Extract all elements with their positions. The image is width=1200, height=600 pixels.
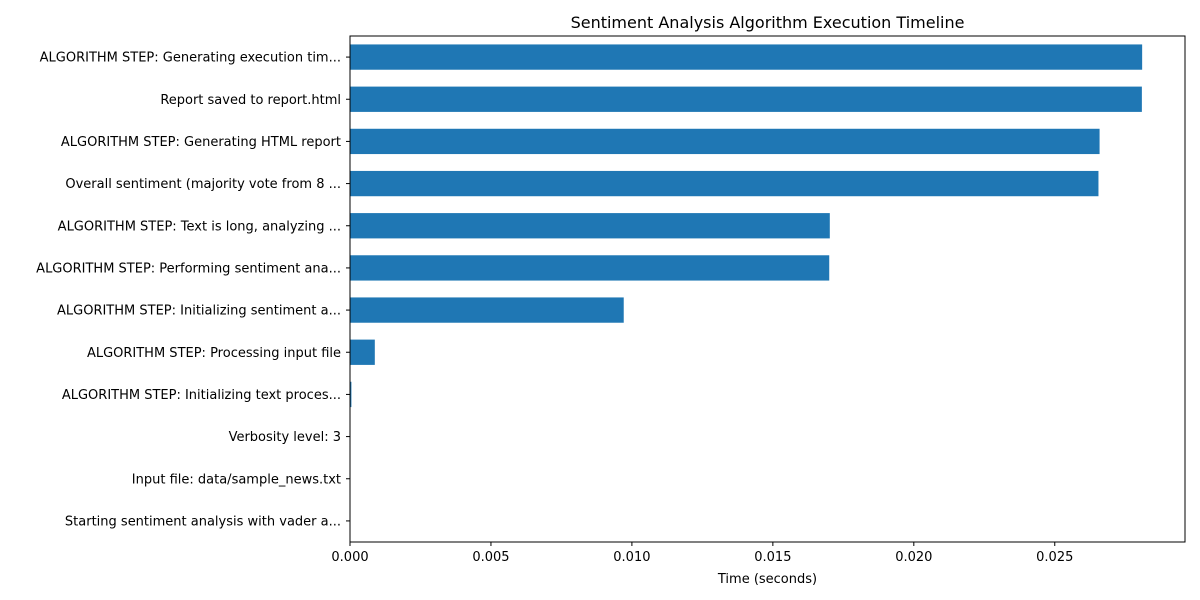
y-tick-label: Report saved to report.html [160,93,341,108]
y-tick-label: Verbosity level: 3 [229,430,341,445]
axes-group: Starting sentiment analysis with vader a… [36,35,1186,565]
y-tick-label: ALGORITHM STEP: Initializing text proces… [62,388,341,403]
x-tick-label: 0.025 [1036,550,1073,565]
bar [350,297,624,323]
bar [350,381,352,408]
bar [350,170,1099,197]
bar [350,86,1142,112]
y-tick-label: Overall sentiment (majority vote from 8 … [65,177,341,192]
bar [350,339,375,365]
y-tick-label: ALGORITHM STEP: Text is long, analyzing … [58,219,341,234]
x-tick-label: 0.020 [895,550,932,565]
y-tick-label: ALGORITHM STEP: Processing input file [87,346,341,361]
chart-title: Sentiment Analysis Algorithm Execution T… [571,13,965,32]
bar [350,213,830,239]
y-tick-label: Input file: data/sample_news.txt [132,472,341,487]
x-axis-label: Time (seconds) [717,572,817,587]
y-tick-label: ALGORITHM STEP: Initializing sentiment a… [57,304,341,319]
x-tick-label: 0.000 [331,550,368,565]
y-tick-label: ALGORITHM STEP: Performing sentiment ana… [36,261,341,276]
bar [350,255,830,281]
bars-group [350,44,1143,408]
y-tick-label: Starting sentiment analysis with vader a… [65,514,341,529]
bar [350,128,1100,155]
bar [350,44,1143,70]
x-tick-label: 0.005 [472,550,509,565]
plot-frame [349,35,1186,543]
y-tick-label: ALGORITHM STEP: Generating HTML report [61,135,341,150]
x-tick-label: 0.015 [754,550,791,565]
y-tick-label: ALGORITHM STEP: Generating execution tim… [40,51,341,66]
x-tick-label: 0.010 [613,550,650,565]
